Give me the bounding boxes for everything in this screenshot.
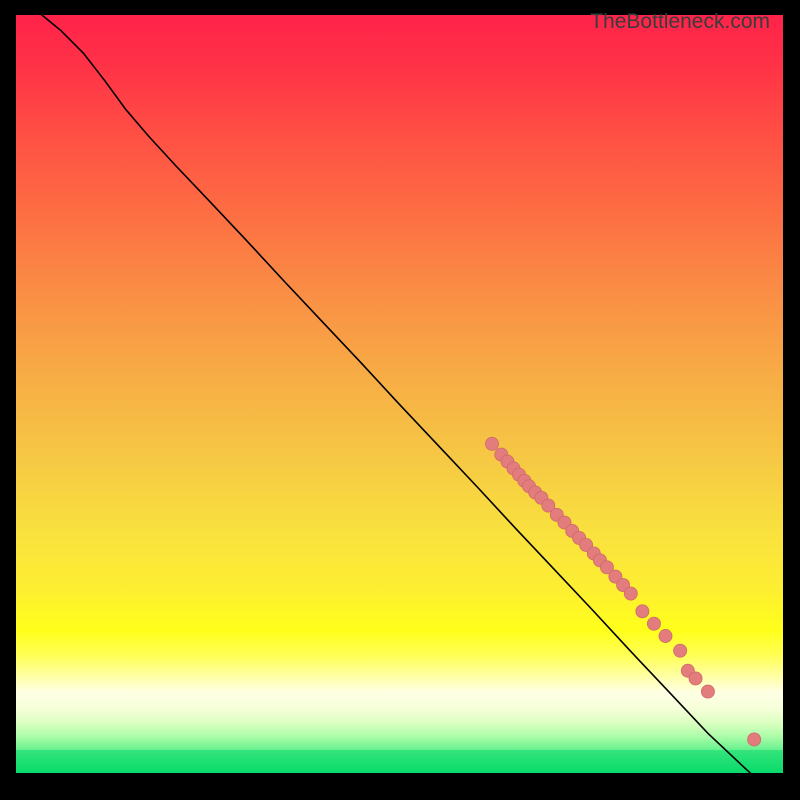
chart-svg (14, 13, 785, 785)
data-marker (485, 437, 498, 450)
bottleneck-curve (39, 13, 761, 783)
data-marker (701, 685, 714, 698)
data-marker (636, 605, 649, 618)
data-marker (689, 672, 702, 685)
watermark-text: TheBottleneck.com (590, 13, 770, 34)
data-marker (674, 644, 687, 657)
data-marker (624, 587, 637, 600)
chart-frame: TheBottleneck.com (0, 0, 800, 800)
data-marker (647, 617, 660, 630)
plot-area: TheBottleneck.com (14, 13, 785, 785)
data-marker (748, 733, 761, 746)
data-marker (659, 629, 672, 642)
